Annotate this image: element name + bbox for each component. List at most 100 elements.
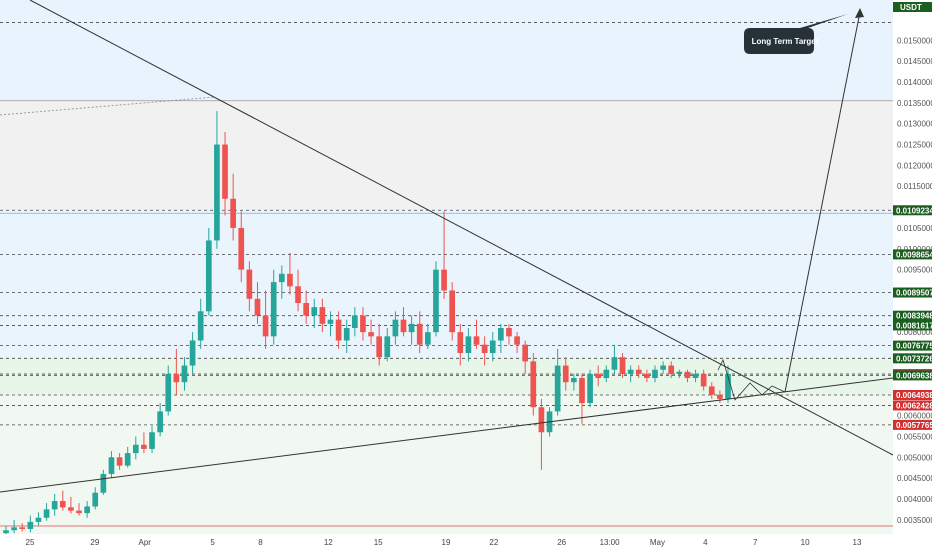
candle-body [562,365,569,383]
zone-grey [0,100,893,211]
price-tick-label: 0.0125000 [897,141,932,150]
candle-body [246,269,253,299]
candle-body [287,273,293,287]
price-tag-bg [893,310,932,321]
candle-body [230,198,236,228]
candle-body [473,336,480,345]
candle-body [717,394,723,399]
ascending-trendline [0,377,894,493]
price-tag-label: 0.0109234 [896,206,932,215]
candle-body [157,411,163,433]
candle-body [514,336,520,345]
price-tick-label: 0.0105000 [897,224,932,233]
price-tick-label: 0.0060000 [897,412,932,421]
candle-body [725,373,731,399]
candle-body [59,501,66,508]
candle-body [335,319,342,341]
candle-body [222,144,228,199]
candle-body [376,336,383,358]
price-tag-bg [893,370,932,381]
target-arrow-icon [855,8,864,18]
time-tick-label: 8 [258,538,263,547]
candle-body [311,307,318,316]
time-tick-label: 13 [853,538,862,547]
price-tick-label: 0.0100000 [897,245,932,254]
price-tag-label: 0.0081617 [896,321,932,330]
price-tick-label: 0.0035000 [897,516,932,525]
price-tag-label: 0.0062428 [896,401,932,410]
candle-body [173,373,180,383]
candle-body [165,373,172,412]
price-tick-label: 0.0040000 [897,495,932,504]
callout-text: Long Term Target [752,37,819,46]
candle-body [124,453,131,466]
candle-body [489,340,496,354]
price-tick-label: 0.0115000 [897,182,932,191]
candle-body [506,328,512,337]
price-tag-label: 0.0069638 [896,371,932,380]
candle-body [481,344,488,354]
price-tick-label: 0.0055000 [897,432,932,441]
candle-body [43,509,50,518]
candle-body [108,457,115,474]
price-tick-label: 0.0050000 [897,453,932,462]
candle-body [635,369,642,374]
price-tick-label: 0.0135000 [897,99,932,108]
candle-body [619,357,626,374]
candle-body [11,527,17,531]
projection-line [784,11,861,393]
candle-body [51,501,58,510]
price-tick-label: 0.0130000 [897,120,932,129]
price-tag-bg [893,205,932,216]
candle-body [84,506,90,514]
time-tick-label: 26 [557,538,566,547]
candle-body [627,369,634,374]
candle-body [384,336,391,358]
candle-body [644,373,650,379]
long-term-target-callout: Long Term Target [744,14,848,54]
price-tick-label: 0.0145000 [897,57,932,66]
candle-body [303,302,309,316]
candle-body [92,492,99,507]
candle-body [35,517,42,522]
candle-body [441,269,447,291]
path-zigzag [717,358,786,401]
price-tag-bg [893,340,932,351]
price-tick-label: 0.0150000 [897,36,932,45]
price-tick-label: 0.0045000 [897,474,932,483]
time-tick-label: 10 [801,538,810,547]
candle-body [498,328,504,341]
candle-body [676,371,683,374]
time-tick-label: 4 [703,538,708,547]
candle-body [700,373,707,387]
candle-body [270,282,277,337]
price-tag-label: 0.0098654 [896,250,932,259]
price-tag-label: 0.0089507 [896,289,932,298]
price-tag-label: 0.0057765 [896,421,932,430]
candle-body [457,332,464,354]
candle-body [197,311,204,341]
price-tag-bg [893,353,932,364]
price-tag-bg [893,400,932,411]
zone-top-blue [0,0,893,101]
candle-body [392,319,399,337]
candle-body [408,323,415,333]
candle-body [295,286,301,303]
callout-bubble [744,14,848,54]
candle-body [449,290,456,333]
price-tick-label: 0.0095000 [897,266,932,275]
candle-body [400,319,407,333]
candle-body [238,227,245,270]
candle-body [205,240,212,312]
candle-body [595,373,602,379]
time-tick-label: 22 [489,538,498,547]
candle-body [668,365,675,374]
candle-body [660,365,666,370]
time-tick-label: 15 [374,538,383,547]
price-tag-bg [893,320,932,331]
candle-body [603,369,610,379]
price-tag-label: 0.0073726 [896,354,932,363]
candle-body [368,332,374,337]
